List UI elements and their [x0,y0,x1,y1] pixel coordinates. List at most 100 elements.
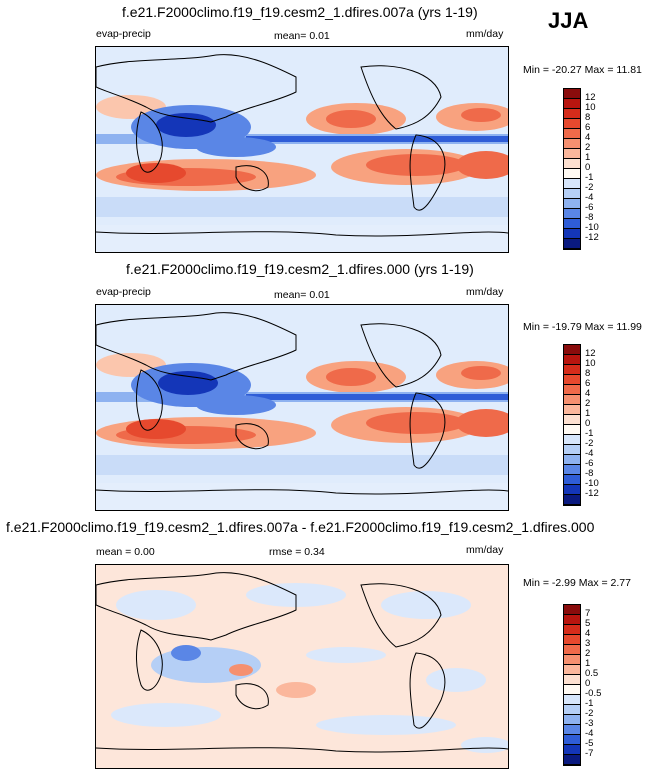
panel2-units-label: mm/day [466,286,504,298]
panel3-colorbar-cell [564,725,580,735]
panel3-colorbar-cell [564,705,580,715]
panel2-colorbar-tick-label: 12 [585,348,596,359]
panel1-minmax-label: Min = -20.27 Max = 11.81 [523,64,642,76]
panel3-colorbar-tick-label: -7 [585,748,594,759]
panel3-map [95,564,509,769]
panel3-title: f.e21.F2000climo.f19_f19.cesm2_1.dfires.… [6,519,595,535]
panel1-colorbar-tick-label: 6 [585,122,591,133]
panel3-colorbar-tick-label: 4 [585,628,591,639]
panel3-colorbar-tick-label: -1 [585,698,594,709]
panel2-colorbar-tick-label: -1 [585,428,594,439]
panel1-colorbar-tick-label: 12 [585,92,596,103]
panel1-colorbar-cell [564,229,580,239]
panel2-colorbar-cell [564,475,580,485]
panel3-colorbar-tick-label: 0.5 [585,668,599,679]
panel2-colorbar-tick-label: 0 [585,418,591,429]
panel3-colorbar-tick-label: -0.5 [585,688,602,699]
panel3-colorbar-tick-label: 5 [585,618,591,629]
panel2-colorbar-cell [564,495,580,505]
panel1-colorbar-tick-label: 8 [585,112,591,123]
panel3-colorbar-tick-label: 0 [585,678,591,689]
panel1-colorbar [563,88,581,250]
panel3-colorbar-tick-label: -5 [585,738,594,749]
panel2-colorbar-cell [564,375,580,385]
panel1-colorbar-cell [564,149,580,159]
panel3-colorbar-cell [564,605,580,615]
panel1-colorbar-cell [564,199,580,209]
panel1-colorbar-cell [564,179,580,189]
panel2-colorbar-tick-label: -12 [585,488,599,499]
panel1-colorbar-cell [564,89,580,99]
panel3-colorbar-tick-label: 1 [585,658,591,669]
panel1-colorbar-cell [564,99,580,109]
panel1-colorbar-tick-label: 0 [585,162,591,173]
panel2-title: f.e21.F2000climo.f19_f19.cesm2_1.dfires.… [126,261,474,277]
panel1-colorbar-tick-label: -2 [585,182,594,193]
panel2-colorbar-cell [564,425,580,435]
panel2-mean-label: mean= 0.01 [274,289,330,301]
panel3-colorbar [563,604,581,766]
panel3-colorbar-cell [564,715,580,725]
panel2-colorbar-tick-label: -10 [585,478,599,489]
panel1-colorbar-tick-label: -4 [585,192,594,203]
panel2-colorbar-cell [564,455,580,465]
panel2-colorbar-cell [564,465,580,475]
panel1-units-label: mm/day [466,28,504,40]
panel1-colorbar-cell [564,109,580,119]
panel2-colorbar-tick-label: 1 [585,408,591,419]
panel2-colorbar-tick-label: 2 [585,398,591,409]
panel1-colorbar-cell [564,239,580,249]
panel1-colorbar-tick-label: -8 [585,212,594,223]
panel3-colorbar-cell [564,745,580,755]
panel2-colorbar-tick-label: -4 [585,448,594,459]
panel1-colorbar-tick-label: -10 [585,222,599,233]
panel2-colorbar-cell [564,345,580,355]
panel3-colorbar-tick-label: -2 [585,708,594,719]
panel3-colorbar-cell [564,635,580,645]
panel3-colorbar-cell [564,685,580,695]
panel2-variable-label: evap-precip [96,286,151,298]
panel2-colorbar-tick-label: 4 [585,388,591,399]
panel3-colorbar-tick-label: 3 [585,638,591,649]
panel2-minmax-label: Min = -19.79 Max = 11.99 [523,321,642,333]
panel3-colorbar-cell [564,655,580,665]
panel1-colorbar-cell [564,159,580,169]
panel3-colorbar-cell [564,665,580,675]
panel2-colorbar-cell [564,435,580,445]
panel1-title: f.e21.F2000climo.f19_f19.cesm2_1.dfires.… [122,4,478,20]
panel2-colorbar-cell [564,445,580,455]
panel2-colorbar-tick-label: -8 [585,468,594,479]
panel2-colorbar-tick-label: 8 [585,368,591,379]
panel1-colorbar-cell [564,119,580,129]
panel2-colorbar-cell [564,385,580,395]
panel1-colorbar-tick-label: -1 [585,172,594,183]
panel2-colorbar-cell [564,355,580,365]
panel2-colorbar-cell [564,365,580,375]
panel2-map [95,304,509,511]
panel1-colorbar-cell [564,219,580,229]
panel1-variable-label: evap-precip [96,28,151,40]
panel1-colorbar-tick-label: 1 [585,152,591,163]
panel2-colorbar-tick-label: 6 [585,378,591,389]
panel3-mean-label: mean = 0.00 [96,546,155,558]
panel2-colorbar [563,344,581,506]
panel2-colorbar-tick-label: 10 [585,358,596,369]
panel1-colorbar-cell [564,209,580,219]
panel3-colorbar-cell [564,755,580,765]
panel3-colorbar-tick-label: -4 [585,728,594,739]
panel3-colorbar-tick-label: 7 [585,608,591,619]
panel2-colorbar-cell [564,415,580,425]
panel2-colorbar-cell [564,485,580,495]
panel1-colorbar-cell [564,129,580,139]
season-label: JJA [548,8,589,33]
panel3-minmax-label: Min = -2.99 Max = 2.77 [523,577,631,589]
panel2-colorbar-cell [564,395,580,405]
panel2-colorbar-tick-label: -6 [585,458,594,469]
panel1-mean-label: mean= 0.01 [274,30,330,42]
panel1-colorbar-cell [564,189,580,199]
panel1-colorbar-tick-label: 10 [585,102,596,113]
panel3-colorbar-cell [564,625,580,635]
panel3-units-label: mm/day [466,544,504,556]
panel1-colorbar-tick-label: -6 [585,202,594,213]
panel3-colorbar-cell [564,615,580,625]
